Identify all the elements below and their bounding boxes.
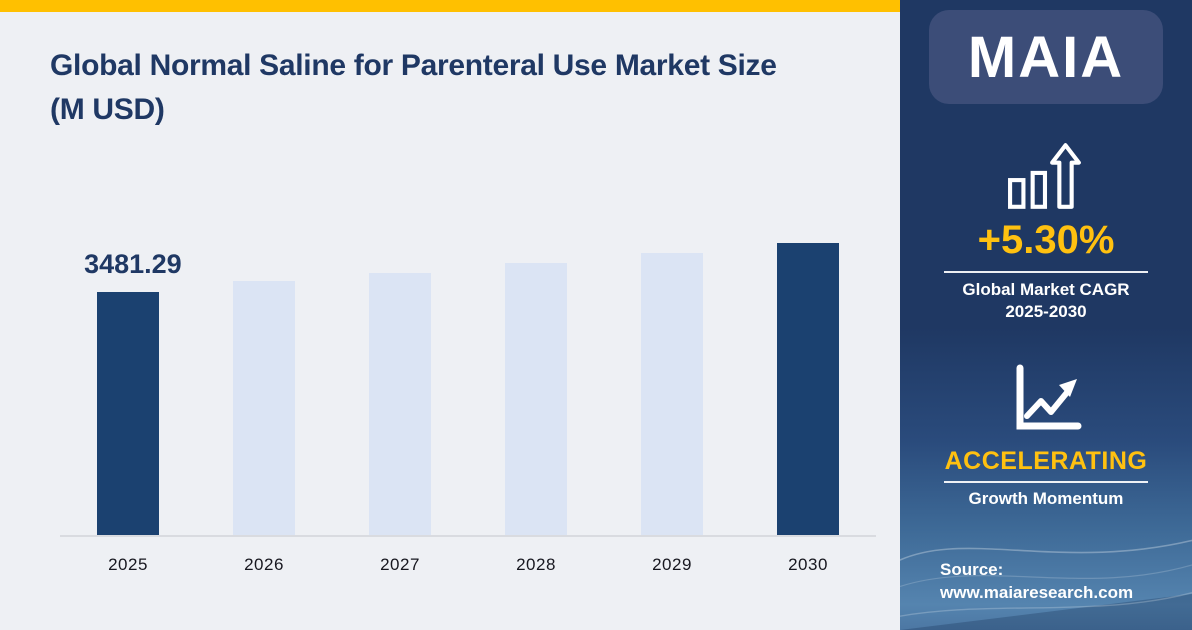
line-chart-trend-icon [900,364,1192,434]
sidebar: MAIA +5.30% Global Market CAGR 2025-2030… [900,0,1192,630]
maia-logo: MAIA [929,10,1163,104]
bar-column-2030 [740,243,876,535]
bar-value-label-2025: 3481.29 [84,249,182,279]
x-axis-label-2027: 2027 [380,555,420,574]
x-axis-label-2026: 2026 [244,555,284,574]
bar-2029 [641,253,703,535]
bar-column-2027 [332,245,468,535]
maia-logo-text: MAIA [967,24,1125,90]
swoosh-decoration [900,539,1192,630]
bar-2026 [233,281,295,535]
source-block: Source: www.maiaresearch.com [940,558,1133,604]
gold-top-bar [0,0,900,12]
x-axis-label-2030: 2030 [788,555,828,574]
momentum-divider [944,481,1148,483]
momentum-label: Growth Momentum [968,489,1124,508]
cagr-label-line1: Global Market CAGR [962,280,1130,299]
chart-title-line2: (M USD) [50,93,165,126]
cagr-value: +5.30% [977,218,1115,262]
x-axis-label-2029: 2029 [652,555,692,574]
bar-column-2025: 3481.29 [60,245,196,535]
x-axis-label-2028: 2028 [516,555,556,574]
bar-2030 [777,243,839,535]
bar-column-2029 [604,245,740,535]
bar-2027 [369,273,431,535]
cagr-label: Global Market CAGR 2025-2030 [900,279,1192,323]
plot-area: 3481.29 [60,243,876,537]
cagr-label-line2: 2025-2030 [1005,302,1087,321]
chart-title-line1: Global Normal Saline for Parenteral Use … [50,49,777,82]
bar-column-2026 [196,245,332,535]
x-axis-label-2025: 2025 [108,555,148,574]
momentum-value: ACCELERATING [944,447,1148,475]
chart-title: Global Normal Saline for Parenteral Use … [50,44,870,132]
x-axis-labels: 2025 2026 2027 2028 2029 2030 [60,539,876,575]
cagr-divider [944,271,1148,273]
source-url-link[interactable]: www.maiaresearch.com [940,583,1134,602]
bar-column-2028 [468,245,604,535]
source-label: Source: [940,560,1004,579]
bar-2025 [97,292,159,535]
bar-chart-up-arrow-icon [900,142,1192,210]
bar-2028 [505,263,567,535]
chart-panel: Global Normal Saline for Parenteral Use … [0,0,900,575]
